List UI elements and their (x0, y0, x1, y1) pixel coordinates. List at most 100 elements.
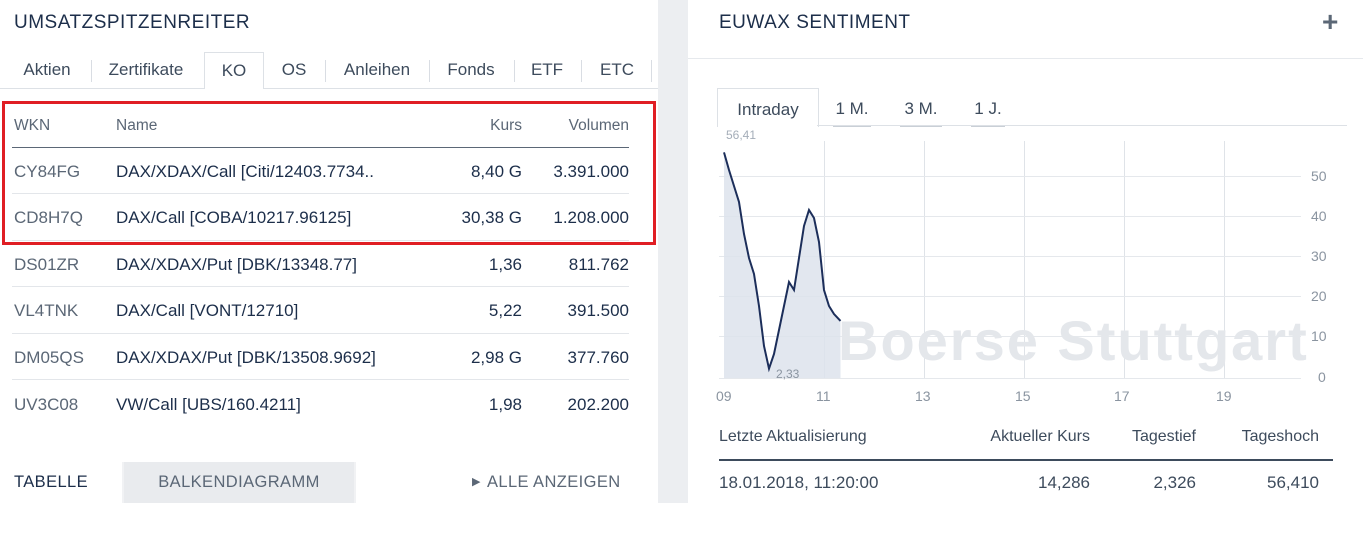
row-kurs: 8,40 G (470, 162, 522, 181)
show-all-label: ALLE ANZEIGEN (487, 473, 621, 491)
row-wkn: VL4TNK (14, 301, 79, 320)
grid-line (1024, 141, 1025, 379)
tab-tabelle[interactable]: TABELLE (0, 462, 122, 503)
tab-underline (0, 88, 658, 89)
x-tick-label: 17 (1114, 388, 1130, 404)
row-divider (12, 379, 629, 380)
tab-etf[interactable]: ETF (530, 60, 564, 79)
info-value-current: 14,286 (1038, 473, 1090, 492)
row-kurs: 30,38 G (461, 208, 523, 227)
tab-1j[interactable]: 1 J. (971, 88, 1005, 127)
grid-line (1224, 141, 1225, 379)
row-divider (12, 240, 629, 241)
tab-divider (429, 60, 430, 82)
row-wkn: CD8H7Q (14, 208, 83, 227)
info-header-high: Tageshoch (1241, 428, 1319, 445)
grid-line (719, 256, 1301, 257)
column-header-wkn: WKN (14, 117, 51, 134)
info-divider (719, 459, 1333, 461)
tab-intraday[interactable]: Intraday (717, 88, 819, 127)
min-label: 2,33 (776, 367, 800, 381)
tab-divider (581, 60, 582, 82)
x-tick-label: 11 (816, 388, 831, 404)
header-divider (688, 58, 1363, 59)
grid-line (1124, 141, 1125, 379)
row-name-link[interactable]: DAX/Call [VONT/12710] (116, 301, 299, 320)
column-header-kurs: Kurs (490, 117, 522, 134)
row-name-link[interactable]: VW/Call [UBS/160.4211] (116, 395, 301, 414)
max-label: 56,41 (726, 128, 757, 142)
highlight-box (2, 101, 656, 245)
row-kurs: 1,36 (488, 255, 522, 274)
tab-anleihen[interactable]: Anleihen (343, 60, 411, 79)
row-volumen: 811.762 (568, 255, 629, 274)
info-value-updated: 18.01.2018, 11:20:00 (719, 473, 879, 492)
row-volumen: 391.500 (567, 301, 629, 320)
tab-divider (91, 60, 92, 82)
tab-ko[interactable]: KO (204, 52, 264, 89)
grid-line (824, 141, 825, 379)
y-tick-label: 30 (1311, 248, 1327, 264)
grid-line (719, 378, 1301, 379)
tab-divider (325, 60, 326, 82)
tab-etc[interactable]: ETC (600, 60, 634, 79)
tab-divider (651, 60, 652, 82)
y-tick-label: 50 (1311, 168, 1327, 184)
tab-os[interactable]: OS (281, 60, 307, 79)
info-header-current: Aktueller Kurs (990, 428, 1090, 445)
tab-zertifikate[interactable]: Zertifikate (108, 60, 184, 79)
tab-fonds[interactable]: Fonds (447, 60, 495, 79)
info-value-low: 2,326 (1153, 473, 1196, 492)
tab-divider (514, 60, 515, 82)
grid-line (719, 296, 1301, 297)
view-switch-bar: TABELLE BALKENDIAGRAMM ▶ ALLE ANZEIGEN (0, 462, 658, 503)
row-divider (12, 286, 629, 287)
y-tick-label: 10 (1311, 328, 1327, 344)
header-divider (12, 147, 629, 148)
panel-title: EUWAX SENTIMENT (719, 12, 911, 33)
row-wkn: DS01ZR (14, 255, 80, 274)
info-header-updated: Letzte Aktualisierung (719, 428, 867, 445)
tab-aktien[interactable]: Aktien (23, 60, 71, 79)
tab-underline (817, 125, 1347, 126)
watermark: Boerse Stuttgart (838, 309, 1309, 372)
row-volumen: 377.760 (567, 348, 629, 367)
plus-icon[interactable]: + (1322, 6, 1339, 37)
area-fill (724, 152, 841, 378)
x-tick-label: 15 (1015, 388, 1031, 404)
tab-balkendiagramm[interactable]: BALKENDIAGRAMM (124, 462, 354, 503)
column-header-name: Name (116, 117, 158, 134)
x-tick-label: 19 (1216, 388, 1232, 404)
series-line (723, 152, 842, 373)
grid-line (719, 216, 1301, 217)
grid-line (719, 176, 1301, 177)
top-turnover-panel: UMSATZSPITZENREITER Aktien Zertifikate K… (0, 0, 658, 503)
grid-line (924, 141, 925, 379)
row-divider (12, 193, 629, 194)
column-header-volumen: Volumen (568, 117, 629, 134)
tab-3m[interactable]: 3 M. (900, 88, 942, 127)
row-kurs: 2,98 G (470, 348, 522, 367)
row-divider (12, 333, 629, 334)
row-name-link[interactable]: DAX/XDAX/Put [DBK/13508.9692] (116, 348, 376, 367)
info-header-low: Tagestief (1131, 428, 1196, 445)
row-kurs: 5,22 (488, 301, 522, 320)
row-kurs: 1,98 (488, 395, 522, 414)
row-wkn: DM05QS (14, 348, 84, 367)
row-name-link[interactable]: DAX/XDAX/Put [DBK/13348.77] (116, 255, 357, 274)
x-tick-label: 13 (915, 388, 931, 404)
row-name-link[interactable]: DAX/Call [COBA/10217.96125] (116, 208, 352, 227)
y-tick-label: 40 (1311, 208, 1327, 224)
y-tick-label: 0 (1318, 369, 1326, 385)
show-all-link[interactable]: ▶ ALLE ANZEIGEN (356, 462, 658, 503)
panel-title: UMSATZSPITZENREITER (14, 12, 251, 33)
row-volumen: 202.200 (567, 395, 629, 414)
y-tick-label: 20 (1311, 288, 1327, 304)
play-icon: ▶ (472, 476, 481, 488)
grid-line (719, 336, 1301, 337)
row-volumen: 1.208.000 (553, 208, 629, 227)
row-name-link[interactable]: DAX/XDAX/Call [Citi/12403.7734.. (116, 162, 374, 181)
panel-divider (658, 0, 688, 503)
tab-1m[interactable]: 1 M. (833, 88, 871, 127)
